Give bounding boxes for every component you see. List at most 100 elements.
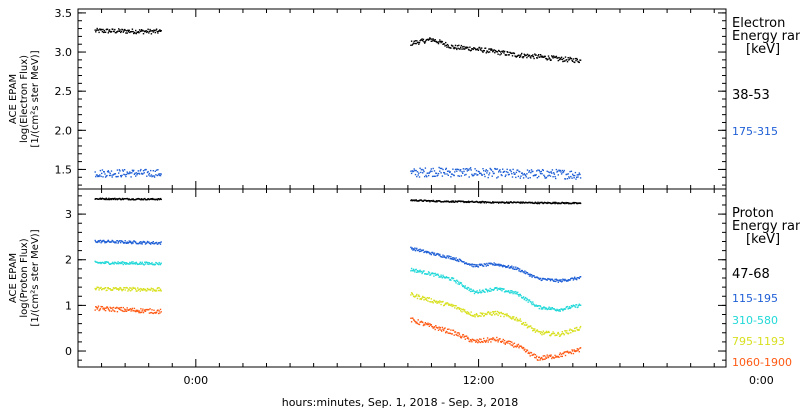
proton-data-point [110,310,113,312]
electron-data-point [155,28,158,30]
proton-data-point [494,314,496,316]
electron-data-point [128,172,130,175]
electron-data-point [501,174,503,177]
electron-data-point [107,170,109,172]
electron-data-point [101,31,104,33]
electron-data-point [543,174,545,176]
proton-data-point [415,199,417,201]
proton-data-point [498,339,500,341]
proton-data-point [563,202,565,204]
proton-data-point [570,307,572,309]
electron-data-point [451,173,453,175]
proton-data-point [155,262,158,264]
proton-data-point [566,305,569,308]
proton-data-point [525,299,527,302]
electron-data-point [575,178,577,180]
proton-data-point [511,290,513,292]
proton-data-point [521,346,523,348]
electron-data-point [522,57,524,59]
proton-data-point [513,316,515,318]
proton-data-point [532,303,535,305]
electron-data-point [528,54,531,57]
electron-data-point [558,59,561,61]
electron-data-point [465,46,467,48]
electron-data-point [440,41,442,44]
proton-data-point [421,272,423,275]
proton-data-point [555,278,558,280]
proton-data-point [159,197,162,200]
proton-data-point [153,198,156,201]
proton-data-point [150,263,153,265]
proton-data-point [148,312,151,314]
proton-data-point [413,199,415,201]
electron-data-point [460,169,462,171]
proton-legend-title: Proton [732,206,774,221]
proton-data-point [142,308,144,310]
electron-data-point [462,46,464,48]
proton-data-point [524,324,526,326]
proton-data-point [420,199,423,201]
proton-data-point [114,310,116,313]
proton-x-ticks [77,189,715,367]
proton-data-point [95,287,98,290]
proton-data-point [439,328,441,330]
electron-data-point [131,169,134,171]
proton-data-point [490,290,492,292]
proton-data-point [458,281,460,283]
electron-data-point [159,174,162,177]
electron-data-point [470,169,472,171]
proton-data-point [419,248,421,250]
electron-data-point [504,175,506,178]
proton-data-point [123,308,126,310]
electron-data-point [155,174,157,176]
proton-data-point [513,291,516,293]
proton-data-point [116,198,119,201]
proton-data-point [134,287,136,289]
proton-data-point [545,330,548,333]
proton-data-point [141,310,143,312]
electron-data-point [507,51,509,53]
electron-data-point [108,174,111,177]
proton-data-point [462,308,465,310]
proton-series-47-68 [94,197,582,205]
proton-data-point [512,343,514,345]
proton-data-point [132,242,134,244]
proton-data-point [549,278,551,280]
proton-data-point [412,317,414,319]
proton-data-point [454,307,456,309]
proton-data-point [140,287,142,290]
electron-data-point [137,31,139,33]
electron-data-point [533,57,535,60]
proton-data-point [155,312,157,314]
proton-data-point [427,251,430,253]
proton-data-point [574,305,576,307]
electron-data-point [160,173,162,175]
proton-data-point [458,283,461,285]
proton-data-point [121,261,124,263]
proton-data-point [496,336,498,339]
electron-data-point [529,56,531,58]
proton-data-point [135,263,137,265]
proton-data-point [419,298,421,300]
proton-data-point [516,344,518,346]
electron-data-point [424,167,427,169]
electron-data-point [539,172,542,175]
proton-data-point [144,241,146,243]
proton-data-point [473,292,476,295]
proton-data-point [482,289,484,291]
electron-data-point [94,171,96,173]
proton-data-point [467,338,470,340]
proton-data-point [468,289,470,292]
proton-data-point [561,331,563,333]
electron-data-point [541,173,543,175]
proton-data-point [435,254,437,256]
proton-data-point [118,288,121,290]
proton-data-point [520,345,522,347]
electron-data-point [410,172,413,175]
proton-data-point [554,354,556,357]
electron-data-point [550,59,552,61]
electron-data-point [536,170,538,172]
electron-data-point [444,45,446,47]
proton-data-point [458,333,461,335]
proton-data-point [446,276,449,279]
